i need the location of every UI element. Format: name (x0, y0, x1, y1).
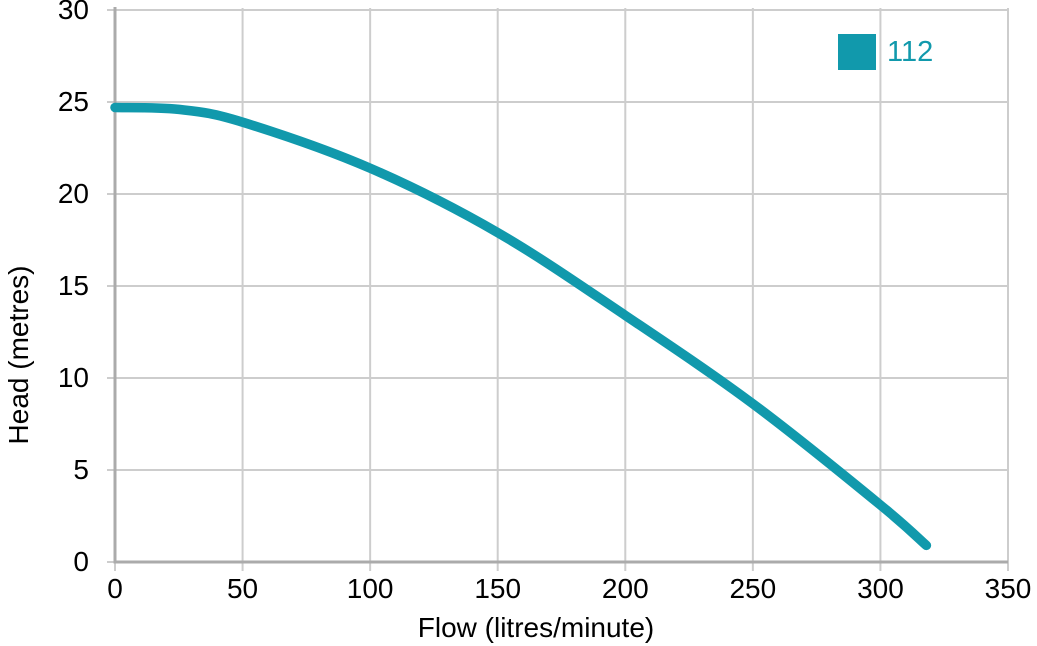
x-tick-label: 50 (226, 573, 259, 604)
x-axis-title: Flow (litres/minute) (417, 612, 655, 643)
x-tick-label: 100 (346, 573, 394, 604)
y-tick-label: 15 (57, 270, 89, 301)
y-tick-label: 0 (73, 546, 89, 577)
x-tick-label: 0 (107, 573, 123, 604)
x-tick-label: 200 (601, 573, 649, 604)
x-tick-label: 350 (984, 573, 1032, 604)
y-tick-label: 25 (57, 86, 89, 117)
y-axis-title: Head (metres) (3, 265, 34, 445)
x-tick-label: 300 (857, 573, 904, 604)
x-tick-label: 150 (474, 573, 522, 604)
y-tick-label: 20 (57, 178, 89, 209)
series-curve-112 (110, 102, 932, 551)
y-tick-label: 30 (57, 0, 89, 25)
x-tick-label: 250 (729, 573, 777, 604)
y-tick-label: 10 (57, 362, 89, 393)
y-tick-label: 5 (73, 454, 89, 485)
